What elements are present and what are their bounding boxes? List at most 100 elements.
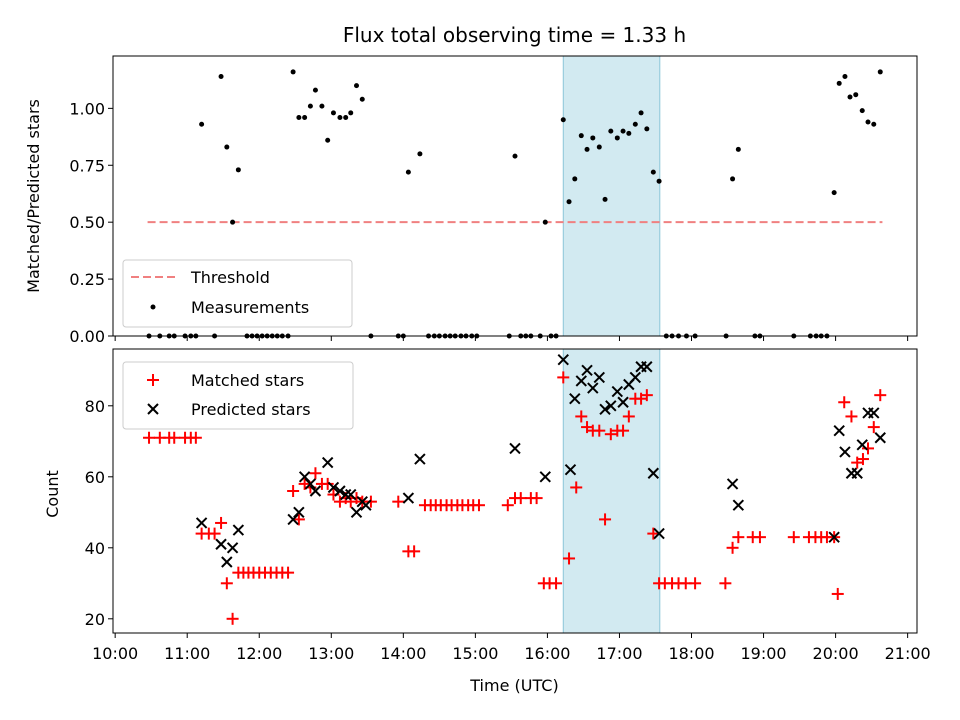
- measurement-point: [307, 103, 313, 109]
- predicted-star-point: [732, 499, 745, 511]
- measurement-point: [656, 178, 662, 184]
- predicted-star-point: [414, 453, 426, 465]
- measurement-point: [735, 146, 741, 152]
- measurement-point: [325, 137, 331, 143]
- measurement-point: [578, 133, 584, 139]
- matched-star-point: [287, 485, 300, 497]
- bottom-y-tick-label: 60: [85, 468, 105, 487]
- measurement-point: [620, 128, 626, 134]
- predicted-star-point: [833, 424, 845, 437]
- measurement-point: [405, 169, 411, 175]
- matched-star-point: [550, 577, 563, 590]
- top-y-tick-label: 0.00: [69, 327, 105, 346]
- matched-star-point: [838, 396, 851, 409]
- measurement-point: [230, 219, 236, 225]
- predicted-star-point: [327, 481, 340, 494]
- predicted-star-point: [653, 527, 665, 540]
- x-tick-label: 18:00: [668, 644, 714, 663]
- matched-star-point: [501, 499, 514, 512]
- x-tick-label: 20:00: [813, 644, 859, 663]
- matched-star-point: [514, 492, 527, 505]
- matched-star-point: [392, 495, 405, 508]
- matched-star-point: [856, 453, 869, 466]
- matched-star-point: [168, 431, 181, 444]
- predicted-star-point: [593, 371, 605, 384]
- top-y-tick-label: 1.00: [69, 99, 105, 118]
- measurement-point: [224, 144, 230, 150]
- measurement-point: [865, 119, 871, 125]
- matched-star-point: [593, 424, 606, 437]
- matched-star-point: [599, 513, 612, 526]
- matched-star-point: [570, 481, 583, 494]
- measurement-point: [590, 135, 596, 141]
- measurement-point: [836, 80, 842, 86]
- measurement-point: [847, 94, 853, 100]
- bottom-plot-frame: [112, 348, 918, 634]
- predicted-star-point: [360, 499, 372, 511]
- predicted-star-point: [647, 467, 660, 479]
- measurement-point: [614, 135, 620, 141]
- predicted-star-point: [828, 531, 840, 543]
- predicted-star-point: [839, 446, 851, 458]
- measurement-point: [644, 126, 650, 132]
- predicted-star-point: [629, 371, 642, 384]
- measurement-point: [542, 219, 548, 225]
- measurement-point: [650, 169, 656, 175]
- measurement-point: [512, 153, 518, 159]
- top-y-axis-label: Matched/Predicted stars: [24, 99, 43, 293]
- measurement-point: [632, 121, 638, 127]
- measurement-point: [359, 96, 365, 102]
- measurement-point: [831, 190, 837, 196]
- bottom-highlight-span: [562, 348, 661, 634]
- measurement-point: [312, 87, 318, 93]
- predicted-star-point: [599, 403, 611, 416]
- measurement-point: [560, 117, 566, 123]
- predicted-star-point: [868, 407, 880, 419]
- measurement-point: [417, 151, 423, 157]
- matched-star-point: [282, 566, 295, 579]
- predicted-star-point: [557, 353, 569, 366]
- measurement-point: [638, 110, 644, 116]
- bottom-legend: Matched stars Predicted stars: [122, 361, 354, 430]
- top-legend: Threshold Measurements: [122, 259, 353, 328]
- predicted-star-point: [402, 492, 415, 504]
- predicted-star-point: [539, 471, 551, 483]
- x-tick-label: 16:00: [524, 644, 570, 663]
- figure-title: Flux total observing time = 1.33 h: [343, 23, 686, 47]
- predicted-star-point: [321, 456, 334, 469]
- measurement-point: [235, 167, 241, 173]
- measurement-point: [330, 110, 336, 116]
- matched-star-point: [831, 587, 844, 600]
- matched-star-point: [472, 499, 485, 512]
- bottom-legend-box: [122, 361, 354, 430]
- measurement-point: [218, 73, 224, 79]
- matched-star-point: [617, 424, 630, 437]
- measurement-point: [319, 103, 325, 109]
- measurement-point: [730, 176, 736, 182]
- predicted-star-point: [345, 488, 357, 501]
- matched-star-point: [530, 492, 543, 505]
- predicted-star-point: [564, 463, 577, 476]
- top-y-tick-label: 0.25: [69, 270, 105, 289]
- matched-star-point: [719, 577, 732, 590]
- measurement-point: [584, 146, 590, 152]
- matched-star-point: [726, 541, 739, 554]
- predicted-star-point: [350, 506, 363, 519]
- measurement-point: [853, 92, 859, 98]
- x-tick-label: 21:00: [885, 644, 931, 663]
- measurement-point: [626, 130, 632, 136]
- predicted-star-point: [856, 439, 868, 451]
- matched-star-point: [143, 431, 156, 444]
- legend-measurements-label: Measurements: [191, 298, 309, 317]
- predicted-star-point: [334, 485, 346, 497]
- predicted-star-point: [641, 361, 653, 373]
- predicted-star-point: [232, 524, 245, 536]
- predicted-star-point: [309, 485, 322, 497]
- predicted-star-point: [575, 375, 587, 387]
- measurement-point: [608, 128, 614, 134]
- matched-star-point: [408, 545, 421, 558]
- matched-star-point: [622, 410, 635, 423]
- bottom-y-tick-label: 20: [85, 610, 105, 629]
- matched-star-point: [640, 389, 653, 402]
